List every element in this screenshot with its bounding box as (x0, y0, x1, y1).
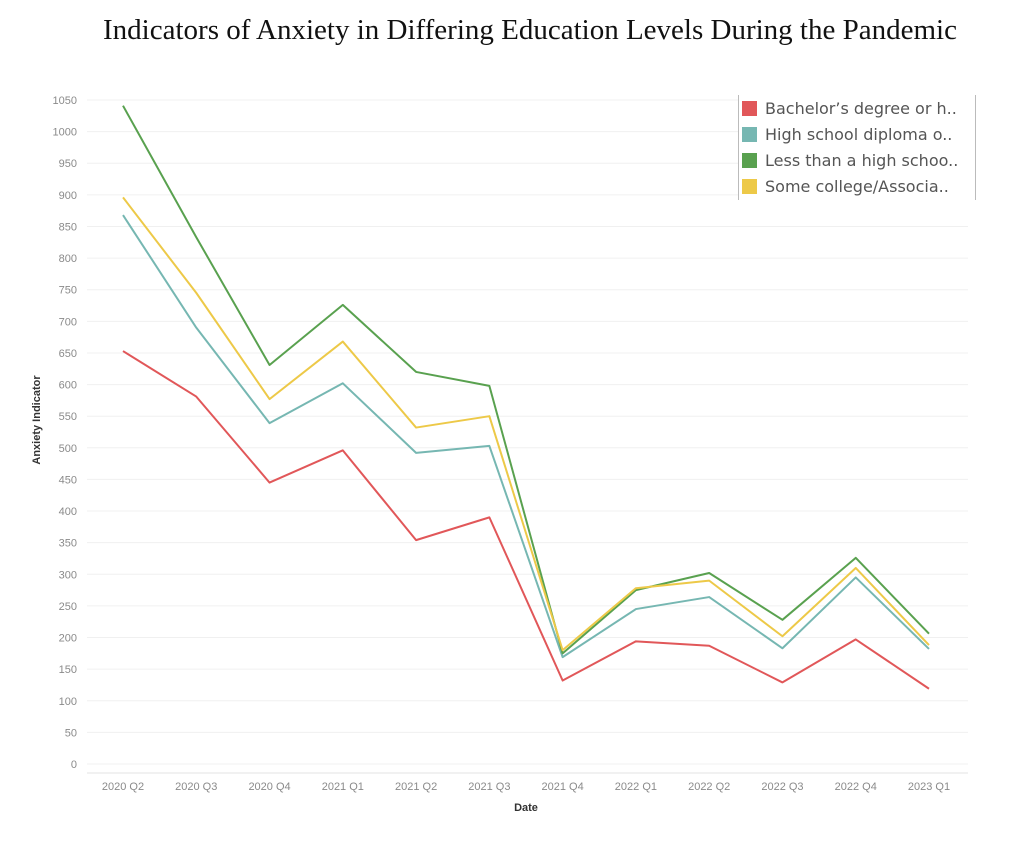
chart-title: Indicators of Anxiety in Differing Educa… (103, 14, 957, 46)
x-tick-label: 2020 Q3 (175, 781, 217, 793)
x-tick-label: 2020 Q2 (102, 781, 144, 793)
y-axis-ticks: 0 50 100 150 200 250 300 350 400 450 500 550 600 650 7… (53, 95, 77, 771)
y-tick-label: 1050 (53, 95, 77, 107)
x-tick-label: 2020 Q4 (248, 781, 290, 793)
series-lines (122, 105, 930, 690)
gridlines (87, 99, 968, 774)
x-tick-label: 2023 Q1 (908, 781, 950, 793)
y-tick-label: 300 (59, 569, 77, 581)
legend-swatch (742, 178, 757, 194)
series-line-3 (122, 196, 930, 652)
legend-item[interactable]: Less than a high schoo.. (739, 147, 975, 173)
y-tick-label: 750 (59, 285, 77, 297)
y-tick-label: 950 (59, 158, 77, 170)
series-line-1 (122, 214, 930, 659)
x-axis-ticks: 2020 Q2 2020 Q3 2020 Q4 2021 Q1 2021 Q2 2021 … (102, 781, 950, 793)
y-tick-label: 650 (59, 348, 77, 360)
x-tick-label: 2022 Q2 (688, 781, 730, 793)
y-tick-label: 150 (59, 664, 77, 676)
y-tick-label: 0 (71, 759, 77, 771)
legend-swatch (742, 100, 757, 116)
y-tick-label: 50 (65, 727, 77, 739)
x-tick-label: 2021 Q4 (542, 781, 584, 793)
legend-label: High school diploma o.. (765, 124, 953, 144)
x-tick-label: 2021 Q3 (468, 781, 510, 793)
y-tick-label: 850 (59, 221, 77, 233)
legend-swatch (742, 126, 757, 142)
legend-swatch (742, 152, 757, 168)
y-tick-label: 100 (59, 696, 77, 708)
x-axis-title: Date (514, 802, 538, 814)
y-tick-label: 1000 (53, 127, 77, 139)
x-tick-label: 2022 Q4 (835, 781, 877, 793)
y-tick-label: 500 (59, 443, 77, 455)
y-tick-label: 250 (59, 601, 77, 613)
x-tick-label: 2022 Q1 (615, 781, 657, 793)
series-line-2 (122, 105, 930, 655)
series-line-0 (122, 350, 930, 690)
y-tick-label: 800 (59, 253, 77, 265)
x-tick-label: 2022 Q3 (761, 781, 803, 793)
y-tick-label: 400 (59, 506, 77, 518)
legend-label: Bachelor’s degree or h.. (765, 98, 957, 118)
y-tick-label: 700 (59, 316, 77, 328)
x-tick-label: 2021 Q2 (395, 781, 437, 793)
y-tick-label: 550 (59, 411, 77, 423)
legend-label: Less than a high schoo.. (765, 150, 959, 170)
x-tick-label: 2021 Q1 (322, 781, 364, 793)
y-tick-label: 350 (59, 538, 77, 550)
legend-item[interactable]: Bachelor’s degree or h.. (739, 95, 975, 121)
y-tick-label: 450 (59, 474, 77, 486)
y-tick-label: 600 (59, 380, 77, 392)
y-axis-title: Anxiety Indicator (31, 375, 43, 465)
legend: Bachelor’s degree or h.. High school dipl… (738, 95, 976, 200)
y-tick-label: 200 (59, 633, 77, 645)
legend-item[interactable]: High school diploma o.. (739, 121, 975, 147)
legend-item[interactable]: Some college/Associa.. (739, 173, 975, 199)
y-tick-label: 900 (59, 190, 77, 202)
legend-label: Some college/Associa.. (765, 176, 949, 196)
